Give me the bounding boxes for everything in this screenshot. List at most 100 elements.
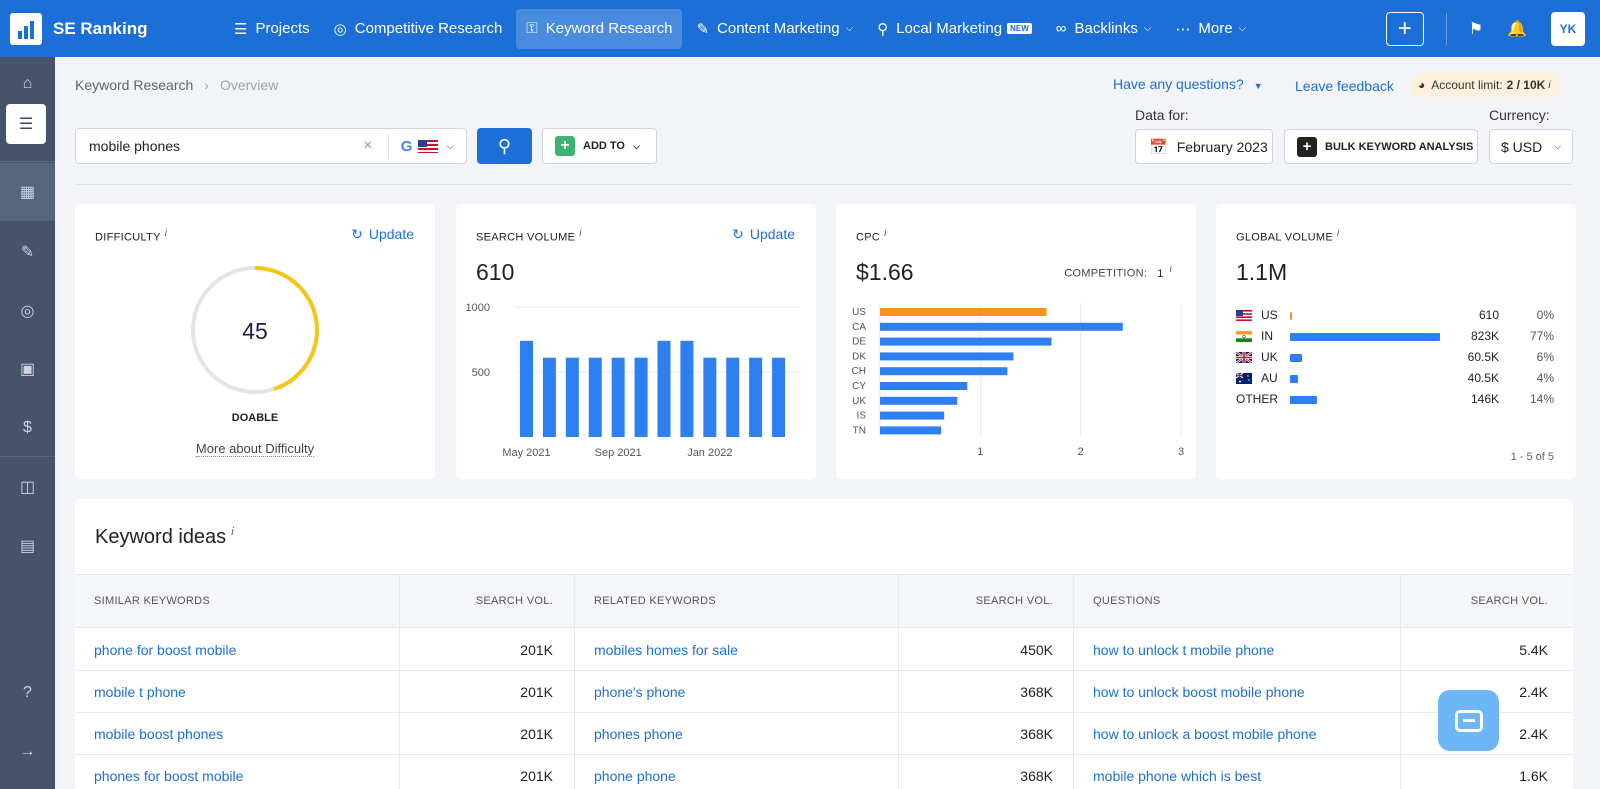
- column-header[interactable]: QUESTIONS: [1093, 595, 1161, 607]
- gauge-arc: [191, 266, 319, 394]
- brand[interactable]: SE Ranking: [0, 12, 200, 45]
- add-to-button[interactable]: + ADD TO ⌵: [542, 128, 657, 164]
- search-button[interactable]: ⚲: [477, 128, 532, 164]
- avatar[interactable]: YK: [1551, 11, 1585, 46]
- chevron-down-icon: ⌵: [1554, 141, 1562, 151]
- leave-feedback-link[interactable]: Leave feedback: [1295, 78, 1394, 94]
- search-volume: 201K: [520, 726, 553, 742]
- sidebar-divider: [0, 456, 55, 457]
- database-icon[interactable]: ◫: [19, 479, 36, 496]
- column-header[interactable]: SEARCH VOL.: [975, 595, 1053, 607]
- chevron-down-icon[interactable]: ⌵: [446, 140, 454, 152]
- search-divider: [387, 134, 389, 158]
- table-row: mobile t phone 201K phone's phone 368K h…: [75, 671, 1573, 713]
- currency-select[interactable]: $ USD ⌵: [1489, 129, 1573, 164]
- clear-icon[interactable]: ×: [363, 137, 373, 154]
- layers-icon[interactable]: ☰: [6, 104, 46, 144]
- nav-local-marketing[interactable]: ⚲ Local Marketing NEW: [867, 9, 1042, 49]
- account-limit: ◕ Account limit: 2 / 10K i: [1410, 73, 1561, 97]
- search-input[interactable]: mobile phones × G ⌵: [75, 128, 467, 164]
- x-tick-label: 3: [1178, 446, 1184, 458]
- cpc-bar: [880, 411, 945, 420]
- related-keyword-link[interactable]: phone's phone: [594, 684, 686, 700]
- table-header: SIMILAR KEYWORDS SEARCH VOL. RELATED KEY…: [75, 574, 1573, 628]
- create-new-button[interactable]: +: [1385, 11, 1424, 46]
- info-icon: i: [231, 526, 234, 539]
- nav-projects[interactable]: ☰ Projects: [234, 20, 310, 38]
- share-bar: [1290, 375, 1298, 383]
- bell-icon[interactable]: 🔔: [1507, 20, 1527, 38]
- volume-bar: [588, 357, 602, 437]
- similar-keyword-link[interactable]: phone for boost mobile: [94, 642, 237, 658]
- edit-icon[interactable]: ✎: [20, 244, 35, 261]
- info-icon: i: [164, 228, 168, 239]
- x-tick-label: 1: [977, 446, 983, 458]
- pagination-info: 1 - 5 of 5: [1510, 451, 1554, 463]
- question-link[interactable]: mobile phone which is best: [1093, 768, 1262, 784]
- expand-arrow-icon[interactable]: →: [19, 743, 36, 760]
- breadcrumb-parent[interactable]: Keyword Research: [75, 77, 194, 93]
- global-volume-value: 1.1M: [1236, 259, 1288, 285]
- column-header[interactable]: SEARCH VOL.: [1470, 595, 1548, 607]
- sidebar: ⌂ ☰ ▦ ✎ ◎ ▣ $ ◫ ▤ ? →: [0, 57, 55, 789]
- search-volume-update-button[interactable]: ↻ Update: [732, 226, 795, 242]
- global-volume-row: IN 823K 77%: [1216, 328, 1576, 348]
- more-about-difficulty-link[interactable]: More about Difficulty: [195, 441, 315, 457]
- questions-dropdown[interactable]: Have any questions? ▼: [1113, 76, 1263, 92]
- briefcase-icon[interactable]: ▤: [19, 538, 36, 555]
- difficulty-card: DIFFICULTY i ↻ Update 45 DOABLE More about…: [75, 204, 435, 479]
- india-flag-icon: [1236, 331, 1252, 342]
- volume-bar: [542, 357, 556, 437]
- volume-bar: [634, 357, 648, 437]
- plus-icon: +: [1397, 14, 1412, 42]
- difficulty-update-button[interactable]: ↻ Update: [351, 226, 414, 242]
- dollar-icon[interactable]: $: [23, 419, 32, 436]
- target-icon[interactable]: ◎: [20, 303, 35, 320]
- category-label: DK: [852, 351, 866, 362]
- question-link[interactable]: how to unlock boost mobile phone: [1093, 684, 1305, 700]
- nav-keyword-research[interactable]: ⚿ Keyword Research: [516, 8, 683, 49]
- help-icon[interactable]: ?: [23, 684, 32, 701]
- cpc-bar: [880, 382, 968, 390]
- volume-bar: [680, 340, 694, 437]
- related-keyword-link[interactable]: phones phone: [594, 726, 683, 742]
- chat-button[interactable]: [1438, 690, 1499, 751]
- nav-backlinks[interactable]: ∞ Backlinks ⌵: [1055, 20, 1152, 37]
- similar-keyword-link[interactable]: mobile boost phones: [94, 726, 224, 742]
- column-header[interactable]: RELATED KEYWORDS: [594, 595, 716, 607]
- column-header[interactable]: SIMILAR KEYWORDS: [94, 595, 211, 607]
- home-icon[interactable]: ⌂: [22, 75, 33, 92]
- similar-keyword-link[interactable]: mobile t phone: [94, 684, 186, 700]
- dashboard-icon[interactable]: ▦: [0, 163, 55, 221]
- search-volume: 2.4K: [1519, 684, 1548, 700]
- search-volume: 450K: [1020, 642, 1053, 658]
- question-link[interactable]: how to unlock t mobile phone: [1093, 642, 1275, 658]
- global-volume-title: GLOBAL VOLUME i: [1236, 228, 1340, 244]
- volume-bar: [657, 340, 671, 437]
- country-code: AU: [1261, 371, 1278, 385]
- y-tick-label: 1000: [466, 302, 490, 314]
- search-volume: 201K: [520, 642, 553, 658]
- archive-icon[interactable]: ▣: [19, 361, 36, 378]
- volume-bar: [611, 357, 625, 437]
- related-keyword-link[interactable]: mobiles homes for sale: [594, 642, 738, 658]
- nav-competitive-research[interactable]: ◎ Competitive Research: [333, 20, 503, 38]
- nav-more[interactable]: ⋯ More ⌵: [1175, 20, 1247, 38]
- flag-icon[interactable]: ⚑: [1468, 20, 1484, 38]
- search-volume: 201K: [520, 684, 553, 700]
- nav-content-marketing[interactable]: ✎ Content Marketing ⌵: [696, 20, 854, 38]
- bulk-keyword-analysis-button[interactable]: + BULK KEYWORD ANALYSIS: [1284, 129, 1478, 164]
- related-keyword-link[interactable]: phone phone: [594, 768, 676, 784]
- question-link[interactable]: how to unlock a boost mobile phone: [1093, 726, 1317, 742]
- column-header[interactable]: SEARCH VOL.: [475, 595, 553, 607]
- similar-keyword-link[interactable]: phones for boost mobile: [94, 768, 244, 784]
- brand-logo-icon: [10, 12, 42, 45]
- competition: COMPETITION: 1 i: [1064, 264, 1172, 280]
- category-label: UK: [852, 396, 866, 407]
- chevron-down-icon: ⌵: [632, 140, 640, 151]
- country-percent: 6%: [1536, 350, 1554, 364]
- info-icon: i: [1337, 228, 1340, 239]
- date-picker[interactable]: 📅 February 2023: [1135, 129, 1273, 164]
- column-divider: [399, 574, 400, 789]
- volume-bar: [703, 357, 717, 437]
